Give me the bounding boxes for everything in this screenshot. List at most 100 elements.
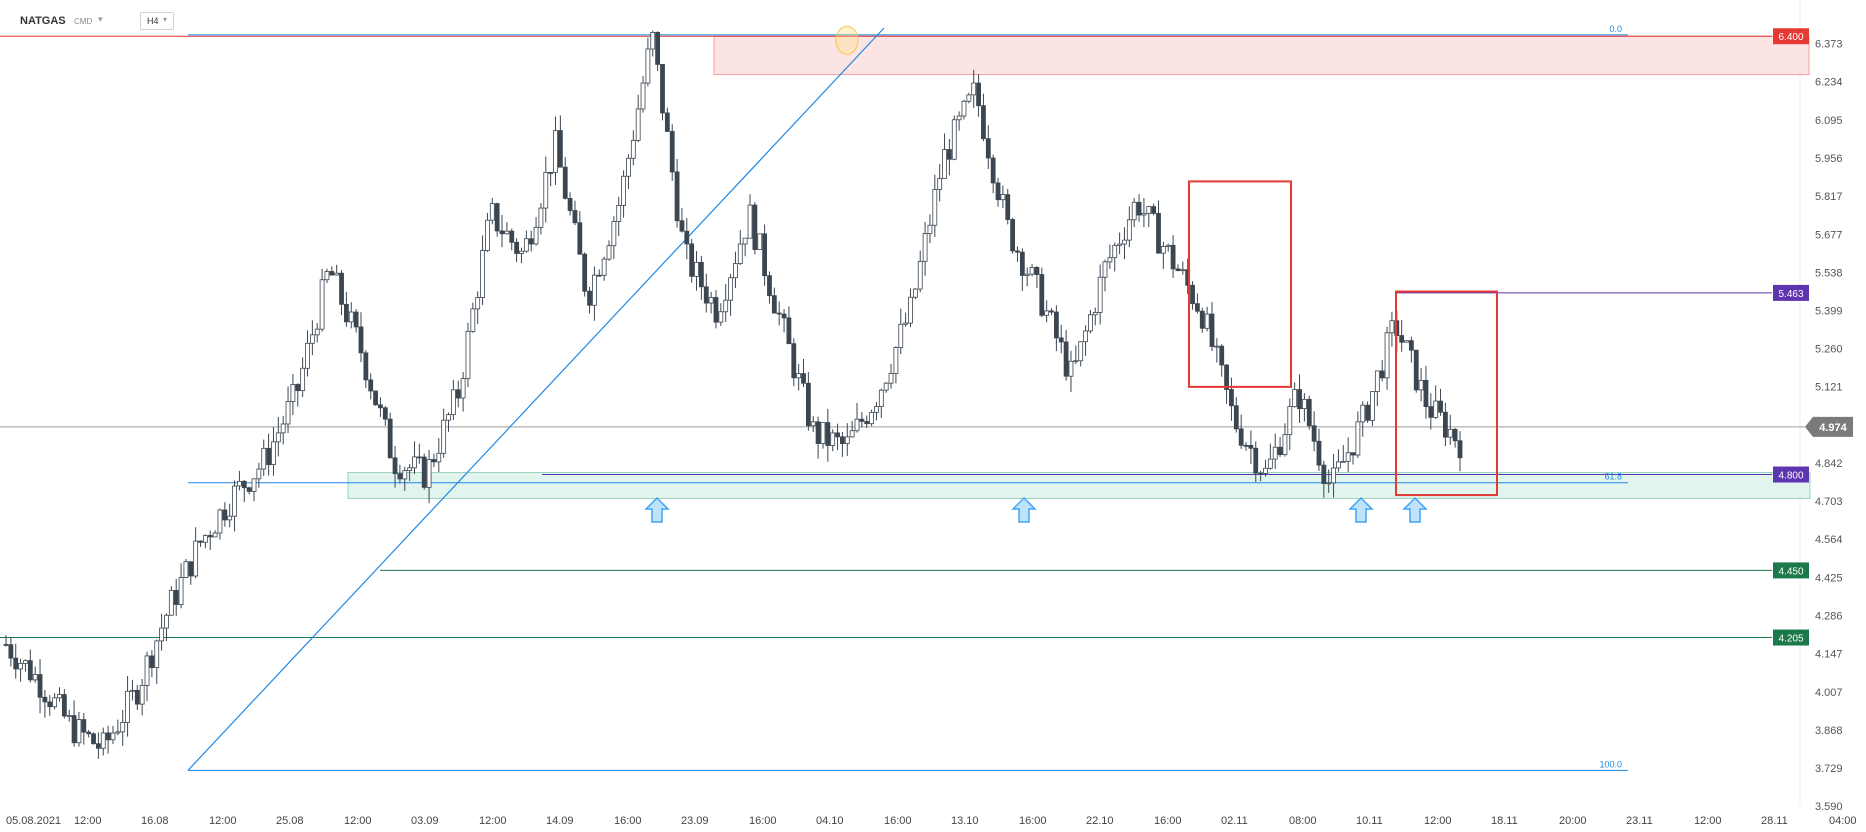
candle-body	[1282, 434, 1288, 455]
candle-body	[733, 263, 738, 279]
candle-body	[125, 690, 130, 723]
x-tick-label: 16:00	[749, 815, 777, 827]
candle-body	[81, 719, 87, 733]
candle-body	[1122, 239, 1127, 245]
y-tick-label: 4.842	[1815, 458, 1843, 470]
candle-body	[1360, 404, 1366, 423]
x-tick-label: 16:00	[614, 815, 642, 827]
candle-body	[1229, 389, 1234, 407]
candle-body	[149, 655, 155, 668]
candle-body	[1190, 284, 1195, 305]
candle-body	[519, 250, 524, 254]
candle-body	[1049, 310, 1054, 313]
candle-body	[373, 390, 378, 406]
candle-body	[869, 411, 874, 425]
candle-body	[1019, 251, 1025, 276]
candle-body	[266, 447, 271, 466]
candle-body	[514, 241, 520, 254]
candle-body	[961, 100, 967, 117]
candle-body	[655, 31, 661, 65]
candle-body	[835, 432, 840, 438]
candle-body	[1204, 313, 1210, 329]
candle-body	[1136, 201, 1142, 216]
fib-label: 61.8	[1604, 472, 1622, 482]
candle-body	[592, 274, 597, 306]
x-tick-label: 18.11	[1491, 815, 1518, 827]
candle-body	[431, 459, 437, 463]
candle-body	[402, 470, 408, 480]
candle-body	[1199, 310, 1205, 329]
candle-body	[951, 119, 957, 160]
candle-body	[601, 258, 607, 276]
x-tick-label: 02.11	[1221, 815, 1248, 827]
candle-body	[412, 456, 417, 469]
arrow-up-icon	[1011, 496, 1037, 523]
candle-body	[1389, 320, 1395, 334]
source-dropdown-icon[interactable]: ▾	[98, 14, 103, 24]
zones	[347, 35, 1811, 499]
candle-body	[1263, 467, 1268, 474]
candle-body	[344, 303, 349, 323]
x-tick-label: 12:00	[479, 815, 507, 827]
candle-body	[455, 389, 461, 399]
x-tick-label: 16:00	[884, 815, 912, 827]
candle-body	[543, 172, 549, 209]
candle-body	[1321, 464, 1327, 484]
candle-body	[698, 261, 704, 288]
symbol-name[interactable]: NATGAS	[20, 15, 66, 27]
candle-body	[164, 614, 169, 629]
candle-body	[319, 279, 325, 330]
candle-body	[1005, 194, 1011, 220]
candle-body	[285, 401, 291, 425]
candle-body	[1015, 250, 1020, 253]
price-badge	[1773, 466, 1809, 483]
price-badge-label: 6.400	[1778, 32, 1803, 43]
candle-body	[100, 732, 106, 749]
candle-body	[621, 175, 626, 206]
candle-body	[120, 722, 126, 733]
candle-body	[460, 378, 466, 399]
candle-body	[1287, 406, 1293, 436]
candle-body	[1248, 444, 1254, 449]
candle-body	[237, 480, 242, 487]
candle-body	[820, 422, 826, 444]
candle-body	[353, 311, 359, 328]
candle-body	[480, 250, 485, 298]
candle-body	[878, 389, 884, 407]
x-tick-label: 25.08	[276, 815, 304, 827]
candle-body	[990, 157, 996, 184]
candle-body	[757, 233, 763, 250]
candle-body	[966, 94, 972, 102]
candle-body	[1088, 314, 1093, 332]
candle-body	[295, 384, 301, 391]
candle-body	[981, 105, 986, 140]
candle-body	[1447, 428, 1453, 438]
candle-body	[1336, 461, 1341, 469]
candle-body	[436, 452, 442, 463]
candle-body	[942, 149, 947, 179]
candle-body	[47, 701, 53, 708]
candle-body	[796, 373, 802, 379]
candle-body	[130, 689, 135, 692]
candle-body	[1306, 398, 1312, 427]
x-tick-label: 23.11	[1626, 815, 1653, 827]
candle-body	[198, 540, 203, 543]
y-tick-label: 4.564	[1815, 534, 1843, 546]
candle-body	[18, 662, 23, 670]
candle-body	[650, 31, 656, 50]
timeframe-select[interactable]: H4 ▾	[140, 12, 174, 30]
candle-body	[110, 732, 116, 741]
candle-body	[280, 423, 286, 434]
candle-body	[888, 373, 894, 384]
candle-body	[1457, 440, 1463, 459]
candle-body	[188, 561, 194, 577]
candle-body	[256, 468, 262, 480]
candle-body	[908, 296, 913, 324]
candle-body	[314, 328, 320, 336]
y-tick-label: 6.234	[1815, 77, 1843, 89]
candle-body	[387, 418, 393, 459]
y-axis: 6.373 6.234 6.095 5.956 5.817 5.677 5.538 5.399…	[1815, 39, 1843, 813]
candle-body	[1170, 244, 1176, 270]
candle-body	[139, 685, 145, 705]
